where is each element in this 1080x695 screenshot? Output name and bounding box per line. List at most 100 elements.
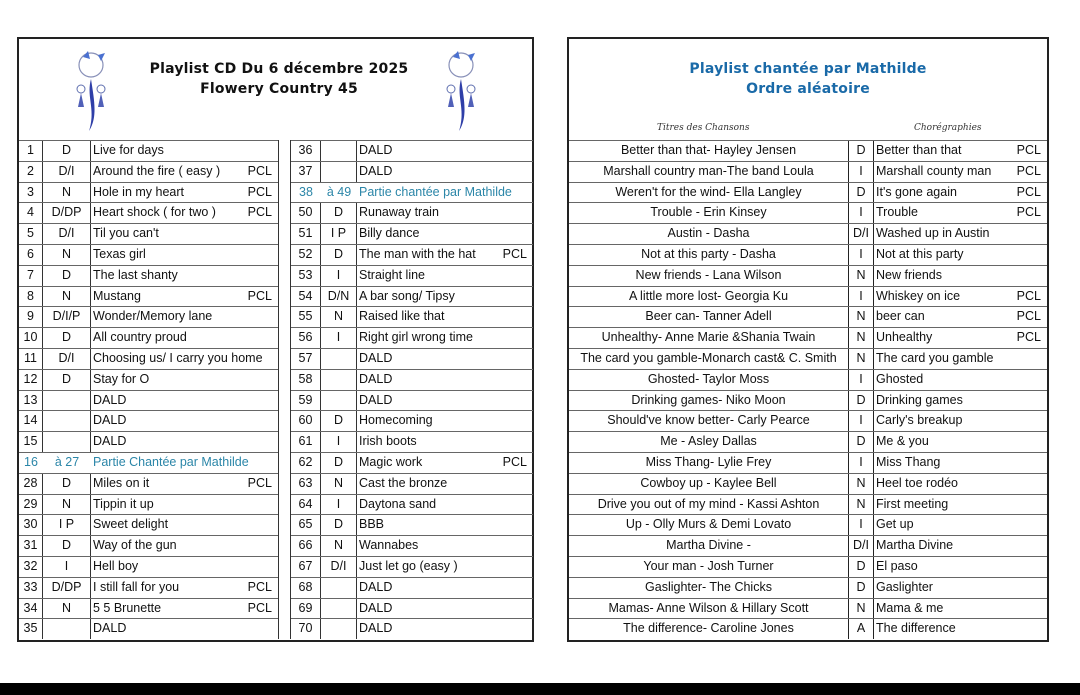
dance-title: DALD (93, 392, 127, 407)
table-row: Me - Asley Dallas D Me & you (569, 431, 1047, 452)
row-title-cell: Straight line (357, 266, 533, 286)
song-title: Should've know better- Carly Pearce (569, 411, 849, 432)
table-row: 3 N Hole in my heart PCL (19, 181, 278, 203)
pcl-tag (527, 536, 531, 556)
pcl-tag: PCL (247, 205, 272, 220)
row-level: N (43, 494, 91, 515)
row-level: A (849, 619, 874, 640)
pcl-tag (1041, 474, 1045, 494)
dance-title: I still fall for you (93, 579, 180, 594)
choreo-title: Marshall county man (876, 163, 992, 178)
choreo-title: Whiskey on ice (876, 288, 961, 303)
table-row: 69 DALD (291, 597, 533, 619)
pcl-tag: PCL (1016, 288, 1041, 303)
row-level: N (321, 536, 357, 556)
pcl-tag (1041, 370, 1045, 390)
pcl-tag (527, 599, 531, 619)
dance-title: Daytona sand (359, 496, 437, 511)
table-row: 61 I Irish boots (291, 431, 533, 452)
song-title: Up - Olly Murs & Demi Lovato (569, 515, 849, 536)
dance-title: Hole in my heart (93, 184, 185, 199)
row-title-cell: BBB (357, 515, 533, 535)
dance-title: DALD (359, 350, 393, 365)
row-level: N (43, 598, 91, 619)
pcl-tag: PCL (247, 288, 272, 303)
dance-title: Til you can't (93, 226, 159, 241)
row-number: 68 (291, 577, 321, 598)
row-level: I (321, 265, 357, 286)
dance-title: Sweet delight (93, 517, 169, 532)
dance-title: DALD (359, 371, 393, 386)
pcl-tag (272, 411, 276, 431)
choreo-cell: Better than that PCL (874, 141, 1047, 161)
choreo-cell: Trouble PCL (874, 203, 1047, 223)
row-number: 30 (19, 515, 43, 536)
choreo-title: Me & you (876, 434, 929, 449)
row-level: D/I (849, 536, 874, 556)
song-title: Ghosted- Taylor Moss (569, 369, 849, 390)
dance-title: Partie chantée par Mathilde (359, 184, 512, 199)
dance-title: A bar song/ Tipsy (359, 288, 455, 303)
row-level (321, 369, 357, 390)
dance-title: Irish boots (359, 434, 417, 449)
choreo-cell: Drinking games (874, 391, 1047, 411)
row-level: D/I (321, 556, 357, 577)
table-row: 10 D All country proud (19, 327, 278, 348)
song-title: Drive you out of my mind - Kassi Ashton (569, 494, 849, 515)
playlist-title: Playlist CD Du 6 décembre 2025 Flowery C… (129, 59, 429, 99)
row-level: D (849, 182, 874, 203)
row-level: N (849, 473, 874, 494)
table-row: Drinking games- Niko Moon D Drinking games (569, 389, 1047, 411)
row-title-cell: Runaway train (357, 203, 533, 223)
row-number: 57 (291, 348, 321, 369)
pcl-tag (527, 411, 531, 431)
table-row: Drive you out of my mind - Kassi Ashton N… (569, 493, 1047, 515)
dance-title: DALD (93, 413, 127, 428)
table-row: 63 N Cast the bronze (291, 472, 533, 494)
row-title-cell: 5 5 Brunette PCL (91, 599, 278, 619)
pcl-tag (527, 162, 531, 182)
pcl-tag (272, 266, 276, 286)
row-number: 7 (19, 265, 43, 286)
row-level: I (849, 203, 874, 224)
choreo-cell: Ghosted (874, 370, 1047, 390)
pcl-tag: PCL (1016, 184, 1041, 199)
song-title: Austin - Dasha (569, 224, 849, 244)
pcl-tag (272, 224, 276, 244)
row-title-cell: Sweet delight (91, 515, 278, 535)
row-number: 5 (19, 224, 43, 244)
row-level: à 49 (326, 184, 352, 199)
row-level: N (849, 307, 874, 328)
pcl-tag (527, 432, 531, 452)
row-number: 70 (291, 619, 321, 640)
row-number: 62 (291, 452, 321, 473)
row-number: 8 (19, 286, 43, 307)
row-number: 31 (19, 536, 43, 556)
row-number: 56 (291, 328, 321, 348)
dance-title: Wonder/Memory lane (93, 309, 213, 324)
table-row: 66 N Wannabes (291, 535, 533, 556)
row-number: 58 (291, 369, 321, 390)
playlist-table-36-70: 36 DALD 37 DALD 38 à 49 Partie chantée par Mat… (290, 140, 533, 640)
row-level (321, 598, 357, 619)
row-number: 10 (19, 328, 43, 348)
dance-title: DALD (359, 392, 393, 407)
choreo-cell: Marshall county man PCL (874, 162, 1047, 182)
dance-title: DALD (359, 579, 393, 594)
mathilde-table: Better than that- Hayley Jensen D Better t… (569, 140, 1047, 640)
row-title-cell: Partie chantée par Mathilde (357, 183, 533, 203)
row-number: 9 (19, 307, 43, 328)
choreo-title: New friends (876, 267, 942, 282)
row-title-cell: Billy dance (357, 224, 533, 244)
choreo-cell: The difference (874, 619, 1047, 639)
table-row: 70 DALD (291, 618, 533, 640)
table-row: 12 D Stay for O (19, 368, 278, 390)
song-title: Me - Asley Dallas (569, 432, 849, 452)
pcl-tag (527, 578, 531, 598)
song-title: Cowboy up - Kaylee Bell (569, 473, 849, 494)
pcl-tag: PCL (502, 246, 527, 261)
mathilde-title: Playlist chantée par Mathilde Ordre aléa… (569, 59, 1047, 99)
pcl-tag: PCL (1016, 205, 1041, 220)
row-level: D (849, 577, 874, 598)
